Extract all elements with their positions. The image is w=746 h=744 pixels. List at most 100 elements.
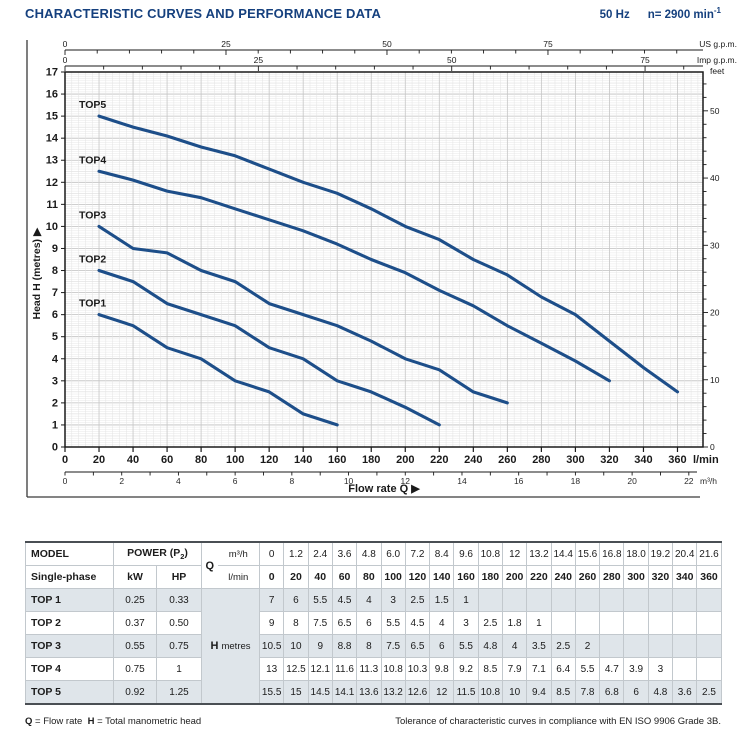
flow-m3h-value: 19.2 (647, 541, 674, 566)
head-value (623, 588, 649, 612)
head-value: 4.5 (404, 611, 431, 635)
y-tick-label: 4 (52, 353, 59, 365)
flow-m3h-value: 2.4 (307, 541, 333, 566)
head-value: 1 (526, 611, 552, 635)
head-value (696, 634, 722, 658)
header-single-phase: Single-phase (25, 565, 114, 589)
head-value (672, 657, 698, 681)
flow-lmin-value: 240 (550, 565, 576, 589)
m3h-tick-label: 6 (233, 476, 238, 486)
head-value: 2.5 (550, 634, 576, 658)
x-tick-label: 0 (62, 454, 68, 466)
m3h-axis-unit: m³/h (700, 476, 717, 486)
tolerance-note: Tolerance of characteristic curves in co… (395, 716, 721, 727)
head-value: 7.1 (526, 657, 552, 681)
head-value: 2.5 (477, 611, 503, 635)
power-kw: 0.75 (113, 657, 157, 681)
head-value: 2 (574, 634, 601, 658)
power-hp: 1.25 (155, 680, 203, 705)
head-value: 7.5 (380, 634, 406, 658)
header-kw: kW (113, 565, 157, 589)
head-value: 4.8 (647, 680, 674, 705)
head-value: 15.5 (259, 680, 285, 705)
flow-lmin-value: 80 (356, 565, 382, 589)
curve-top2 (97, 268, 441, 427)
head-value (696, 657, 722, 681)
flow-lmin-value: 300 (623, 565, 649, 589)
y-tick-label: 14 (46, 133, 59, 145)
m3h-tick-label: 16 (514, 476, 524, 486)
h-metres-label: H metres (201, 588, 261, 705)
y-tick-label: 1 (52, 419, 58, 431)
speed-label: n= 2900 min-1 (647, 6, 721, 21)
flow-lmin-value: 320 (647, 565, 674, 589)
head-value: 12.6 (404, 680, 431, 705)
m3h-tick-label: 8 (289, 476, 294, 486)
flow-m3h-value: 20.4 (672, 541, 698, 566)
head-value (550, 611, 576, 635)
curve-top1 (97, 313, 339, 427)
imp-gpm-label: 0 (63, 55, 68, 65)
head-value (599, 588, 625, 612)
power-kw: 0.37 (113, 611, 157, 635)
head-value: 7.8 (574, 680, 601, 705)
model-name: TOP 5 (25, 680, 114, 705)
head-value (696, 588, 722, 612)
head-value: 11.6 (331, 657, 358, 681)
head-value: 4.7 (599, 657, 625, 681)
power-kw: 0.55 (113, 634, 157, 658)
head-value: 10 (501, 680, 528, 705)
flow-lmin-value: 60 (331, 565, 358, 589)
x-tick-label: 280 (532, 454, 550, 466)
y-tick-label: 15 (46, 111, 58, 123)
feet-tick-label: 50 (710, 106, 720, 116)
head-value: 13.6 (356, 680, 382, 705)
y-tick-label: 2 (52, 397, 58, 409)
us-gpm-label: 0 (63, 39, 68, 49)
head-value (623, 611, 649, 635)
head-value: 10 (283, 634, 309, 658)
head-value: 9.8 (429, 657, 455, 681)
head-value: 14.5 (307, 680, 333, 705)
flow-m3h-value: 21.6 (696, 541, 722, 566)
curve-label-top4: TOP4 (79, 154, 106, 166)
head-value: 12.5 (283, 657, 309, 681)
head-value (574, 588, 601, 612)
x-tick-label: 120 (260, 454, 278, 466)
head-value (599, 634, 625, 658)
frequency-label: 50 Hz (599, 9, 630, 21)
head-value: 6.4 (550, 657, 576, 681)
flow-lmin-value: 220 (526, 565, 552, 589)
head-value: 3 (380, 588, 406, 612)
characteristic-curves-chart: TOP1TOP2TOP3TOP4TOP501234567891011121314… (26, 39, 737, 498)
head-value (672, 588, 698, 612)
head-value: 13.2 (380, 680, 406, 705)
flow-m3h-value: 6.0 (380, 541, 406, 566)
y-tick-label: 11 (46, 199, 58, 211)
head-value: 10.8 (477, 680, 503, 705)
y-tick-label: 12 (46, 177, 58, 189)
x-tick-label: 180 (362, 454, 380, 466)
head-value (574, 611, 601, 635)
flow-m3h-value: 7.2 (404, 541, 431, 566)
y-tick-label: 8 (52, 265, 58, 277)
head-value (647, 611, 674, 635)
head-value: 10.5 (259, 634, 285, 658)
feet-axis-title: feet (710, 66, 725, 76)
header-unit-lmin: l/min (217, 565, 261, 589)
y-tick-label: 5 (52, 331, 58, 343)
head-value (477, 588, 503, 612)
page-footer: Q = Flow rate H = Total manometric head … (25, 716, 721, 727)
flow-lmin-value: 0 (259, 565, 285, 589)
head-value: 3 (647, 657, 674, 681)
head-value (672, 634, 698, 658)
flow-lmin-value: 180 (477, 565, 503, 589)
head-value: 7.5 (307, 611, 333, 635)
header-hp: HP (155, 565, 203, 589)
flow-lmin-value: 160 (453, 565, 479, 589)
imp-gpm-label: 50 (447, 55, 457, 65)
y-tick-label: 16 (46, 89, 58, 101)
y-tick-label: 6 (52, 309, 58, 321)
